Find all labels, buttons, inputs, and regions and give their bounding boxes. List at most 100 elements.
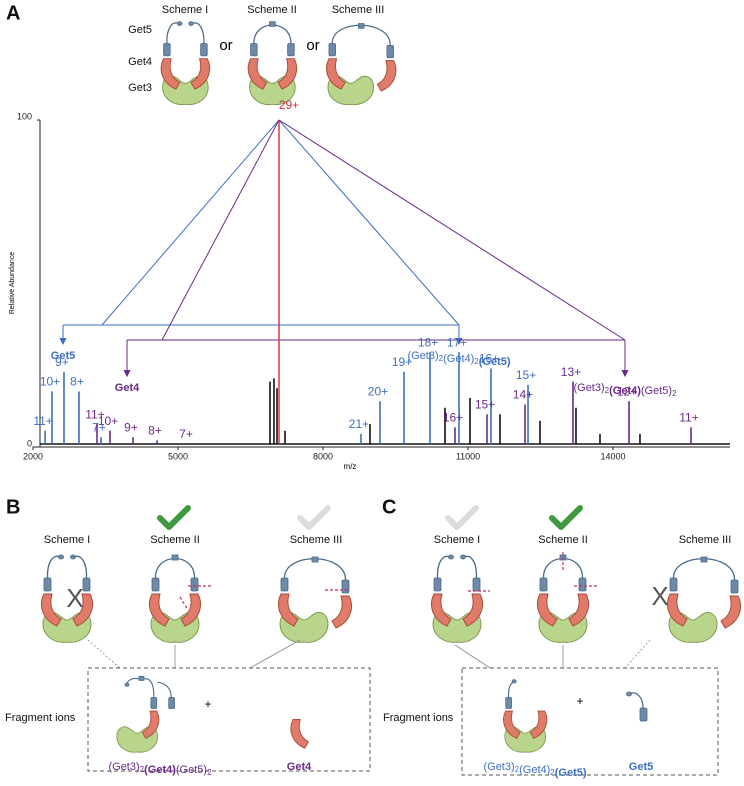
fragment-box bbox=[87, 667, 371, 772]
x-tick-label: 14000 bbox=[600, 451, 625, 461]
peak-label: 8+ bbox=[70, 375, 84, 389]
fragment-label: Get5 bbox=[629, 761, 653, 773]
scheme-drawing bbox=[248, 22, 296, 105]
connectors bbox=[454, 639, 651, 669]
cross-mark: X bbox=[651, 581, 668, 611]
scheme-label: Scheme III bbox=[332, 4, 385, 16]
label-part: Get5 bbox=[629, 761, 653, 773]
check-mark bbox=[300, 508, 328, 527]
scheme-label: Scheme II bbox=[247, 4, 297, 16]
label-part: 2 bbox=[439, 354, 444, 363]
annotation: Get4 bbox=[115, 382, 140, 394]
fragment-title: Fragment ions bbox=[383, 712, 454, 724]
label-part: 2 bbox=[672, 389, 677, 398]
fragment-label: (Get3)2(Get4)(Get5)2 bbox=[108, 761, 212, 777]
label-part: (Get3) bbox=[483, 761, 514, 773]
fragment-box bbox=[461, 667, 719, 776]
label-part: Get4 bbox=[287, 761, 312, 773]
scheme-drawing bbox=[150, 555, 201, 642]
peak-label: 21+ bbox=[349, 417, 369, 431]
scheme-label: Scheme III bbox=[290, 534, 343, 546]
label-part: (Get4) bbox=[144, 764, 176, 776]
label-part: 2 bbox=[605, 386, 610, 395]
fragment-drawing bbox=[116, 675, 175, 753]
fragment-drawing bbox=[503, 679, 548, 753]
x-axis-label: m/z bbox=[344, 462, 357, 471]
peak-label: 16+ bbox=[479, 352, 499, 366]
y-tick-label: 100 bbox=[17, 111, 32, 121]
peak-label: 11+ bbox=[33, 414, 52, 428]
label-part: (Get3) bbox=[573, 382, 604, 394]
label-part: Get5 bbox=[51, 350, 75, 362]
annotation: (Get3)2(Get4)(Get5)2 bbox=[573, 382, 677, 398]
plus: + bbox=[204, 697, 211, 711]
panel-label: B bbox=[6, 496, 20, 518]
panel-label: A bbox=[6, 2, 20, 24]
peak-label: 17+ bbox=[447, 335, 467, 349]
plus: + bbox=[576, 694, 583, 708]
label-part: 2 bbox=[550, 768, 555, 777]
cross-mark: X bbox=[66, 583, 83, 613]
component-label: Get4 bbox=[128, 56, 152, 68]
label-part: 2 bbox=[474, 357, 479, 366]
label-part: (Get5) bbox=[479, 356, 511, 368]
check-mark bbox=[160, 508, 188, 527]
x-tick-label: 8000 bbox=[313, 451, 333, 461]
scheme-label: Scheme II bbox=[150, 534, 200, 546]
x-tick-label: 5000 bbox=[168, 451, 188, 461]
scheme-drawing bbox=[432, 555, 483, 642]
scheme-drawing bbox=[279, 557, 352, 642]
peak-label: 10+ bbox=[40, 375, 60, 389]
label-part: (Get5) bbox=[176, 764, 207, 776]
peak-label: 19+ bbox=[392, 355, 412, 369]
or-text: or bbox=[219, 37, 232, 54]
peak-label: 11+ bbox=[85, 407, 104, 421]
or-text: or bbox=[306, 37, 319, 54]
fragment-label: (Get3)2(Get4)2(Get5) bbox=[483, 761, 586, 779]
label-part: 2 bbox=[207, 768, 212, 777]
label-part: (Get5) bbox=[641, 385, 672, 397]
scheme-label: Scheme III bbox=[679, 534, 732, 546]
component-label: Get5 bbox=[128, 24, 152, 36]
peak-label: 20+ bbox=[368, 384, 388, 398]
label-part: 2 bbox=[140, 765, 145, 774]
label-part: (Get5) bbox=[555, 767, 587, 779]
x-tick-label: 11000 bbox=[456, 451, 480, 461]
fragment-drawing bbox=[290, 718, 309, 749]
peak-label: 16+ bbox=[443, 411, 463, 425]
cut-line bbox=[179, 596, 189, 611]
panel-label: C bbox=[382, 496, 396, 518]
peak-label: 15+ bbox=[475, 397, 495, 411]
peak-label: 9+ bbox=[55, 355, 69, 369]
peak-label: 10+ bbox=[98, 414, 118, 428]
peak-label: 13+ bbox=[561, 365, 581, 379]
connectors bbox=[87, 639, 301, 669]
scheme-label: Scheme I bbox=[44, 534, 90, 546]
peak-label: 18+ bbox=[418, 335, 438, 349]
peak-label: 14+ bbox=[513, 388, 533, 402]
label-part: (Get3) bbox=[108, 761, 139, 773]
check-mark bbox=[448, 508, 476, 527]
fragment-drawing bbox=[626, 691, 648, 722]
spectrum: Relative Abundance m/z Get5 (Get3)2(Get4… bbox=[9, 98, 730, 471]
peak-label: 29+ bbox=[279, 98, 299, 112]
label-part: Get4 bbox=[115, 382, 140, 394]
peak-label: 9+ bbox=[124, 420, 138, 434]
peak-label: 11+ bbox=[679, 411, 698, 425]
x-tick-label: 2000 bbox=[23, 451, 43, 461]
check-mark bbox=[552, 508, 580, 527]
y-axis-label: Relative Abundance bbox=[9, 252, 16, 314]
label-part: 2 bbox=[515, 765, 520, 774]
peak-label: 7+ bbox=[179, 427, 193, 441]
peak-label: 15+ bbox=[516, 368, 536, 382]
scheme-label: Scheme I bbox=[434, 534, 480, 546]
scheme-drawing bbox=[327, 24, 396, 105]
label-part: (Get3) bbox=[407, 350, 438, 362]
fragment-title: Fragment ions bbox=[5, 712, 76, 724]
annotation: Get5 bbox=[51, 350, 75, 362]
annotation: (Get3)2(Get4)2(Get5) bbox=[407, 350, 510, 368]
get4-bracket bbox=[123, 119, 629, 378]
label-part: (Get4) bbox=[519, 764, 550, 776]
scheme-drawing bbox=[668, 557, 741, 642]
